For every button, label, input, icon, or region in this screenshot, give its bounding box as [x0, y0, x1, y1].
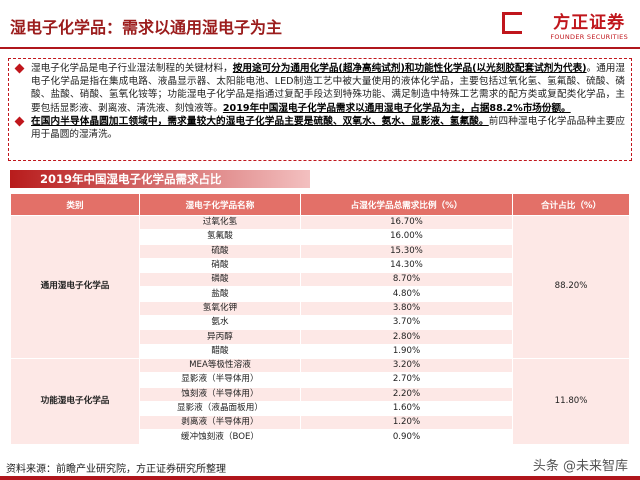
- category-cell: 通用湿电子化学品: [9, 215, 141, 359]
- name-cell: 显影液（液晶面板用）: [139, 400, 301, 417]
- share-cell: 2.80%: [299, 329, 514, 345]
- bullet: 在国内半导体晶圆加工领域中，需求量较大的湿电子化学品主要是硫酸、双氧水、氨水、显…: [31, 115, 625, 141]
- name-cell: 异丙醇: [139, 329, 301, 345]
- share-cell: 16.00%: [299, 229, 514, 245]
- table-row: 氨水 3.70%: [11, 315, 630, 331]
- table-row: 功能湿电子化学品 MEA等极性溶液 3.20% 11.80%: [9, 357, 630, 445]
- table-row: 磷酸 8.70%: [11, 272, 630, 288]
- source-note: 资料来源：前瞻产业研究院，方正证券研究所整理: [6, 464, 226, 475]
- logo-subtext: FOUNDER SECURITIES: [550, 33, 628, 41]
- name-cell: 氢氟酸: [139, 229, 301, 245]
- column-header: 合计占比（%）: [512, 193, 630, 216]
- total-cell: 88.20%: [512, 215, 630, 359]
- bullet-text: 前四种湿电子化学品品种主要应用于晶圆的湿清洗。: [31, 115, 626, 141]
- share-cell: 1.60%: [299, 400, 514, 417]
- column-header: 占湿化学品总需求比例（%）: [299, 193, 514, 216]
- share-cell: 14.30%: [299, 257, 514, 274]
- footer-bar: [0, 476, 640, 480]
- column-header: 湿电子化学品名称: [139, 193, 301, 216]
- share-cell: 3.80%: [299, 300, 514, 317]
- name-cell: 氨水: [139, 315, 301, 331]
- name-cell: 蚀刻液（半导体用）: [139, 386, 301, 402]
- share-cell: 8.70%: [299, 272, 514, 288]
- name-cell: 磷酸: [139, 272, 301, 288]
- page-title: 湿电子化学品：需求以通用湿电子为主: [10, 18, 283, 37]
- share-cell: 1.20%: [299, 415, 514, 431]
- bullet-text: 湿电子化学品是电子行业湿法制程的关键材料，: [31, 63, 233, 74]
- table-row: 硫酸 15.30%: [11, 243, 630, 259]
- name-cell: 硝酸: [139, 257, 301, 274]
- data-table: 类别 湿电子化学品名称 占湿化学品总需求比例（%） 合计占比（%） 通用湿电子化学品 过氧…: [9, 193, 630, 445]
- column-header: 类别: [9, 193, 141, 216]
- total-cell: 11.80%: [512, 357, 630, 445]
- name-cell: 盐酸: [139, 286, 301, 302]
- name-cell: 剥离液（半导体用）: [139, 415, 301, 431]
- watermark: 头条 @未来智库: [532, 459, 628, 474]
- share-cell: 0.90%: [299, 429, 514, 445]
- bullet-box: 湿电子化学品是电子行业湿法制程的关键材料，按用途可分为通用化学品(超净高纯试剂)…: [8, 58, 632, 161]
- logo-text: 方正证券: [553, 13, 626, 33]
- logo: 方正证券 FOUNDER SECURITIES: [550, 8, 628, 41]
- name-cell: 缓冲蚀刻液（BOE）: [139, 429, 301, 445]
- emphasis-text: 2019年中国湿电子化学品需求以通用湿电子化学品为主，占据88.2%市场份额。: [222, 102, 571, 114]
- emphasis-text: 在国内半导体晶圆加工领域中，需求量较大的湿电子化学品主要是硫酸、双氧水、氨水、显…: [31, 115, 489, 127]
- share-cell: 2.20%: [299, 386, 514, 402]
- header-row: 类别 湿电子化学品名称 占湿化学品总需求比例（%） 合计占比（%）: [9, 193, 630, 216]
- table-row: 醋酸 1.90%: [11, 343, 630, 359]
- share-cell: 16.70%: [299, 214, 514, 231]
- name-cell: 过氧化氢: [139, 214, 301, 231]
- table-row: 通用湿电子化学品 过氧化氢 16.70% 88.20%: [9, 214, 630, 359]
- header-rule: [0, 47, 640, 49]
- share-cell: 3.20%: [299, 357, 514, 374]
- share-cell: 3.70%: [299, 315, 514, 331]
- name-cell: 硫酸: [139, 243, 301, 259]
- table-row: 显影液（半导体用） 2.70%: [11, 372, 630, 388]
- table-title: 2019年中国湿电子化学品需求占比: [10, 170, 310, 188]
- name-cell: 醋酸: [139, 343, 301, 359]
- table-row: 氢氧化钾 3.80%: [11, 300, 630, 317]
- emphasis-text: 按用途可分为通用化学品(超净高纯试剂)和功能性化学品(以光刻胶配套试剂为代表): [232, 63, 587, 74]
- share-cell: 4.80%: [299, 286, 514, 302]
- bullet: 湿电子化学品是电子行业湿法制程的关键材料，按用途可分为通用化学品(超净高纯试剂)…: [31, 62, 625, 115]
- bullet-text: 。通用湿电子化学品是指在集成电路、液晶显示器、太阳能电池、LED制造工艺中被大量…: [31, 63, 626, 114]
- table-row: 氢氟酸 16.00%: [11, 229, 630, 245]
- name-cell: 氢氧化钾: [139, 300, 301, 317]
- logo-icon: [502, 12, 522, 34]
- table-row: 剥离液（半导体用） 1.20%: [11, 415, 630, 431]
- category-cell: 功能湿电子化学品: [9, 357, 141, 445]
- share-cell: 2.70%: [299, 372, 514, 388]
- name-cell: 显影液（半导体用）: [139, 372, 301, 388]
- table-row: 缓冲蚀刻液（BOE） 0.90%: [11, 429, 630, 445]
- share-cell: 1.90%: [299, 343, 514, 359]
- name-cell: MEA等极性溶液: [139, 357, 301, 374]
- share-cell: 15.30%: [299, 243, 514, 259]
